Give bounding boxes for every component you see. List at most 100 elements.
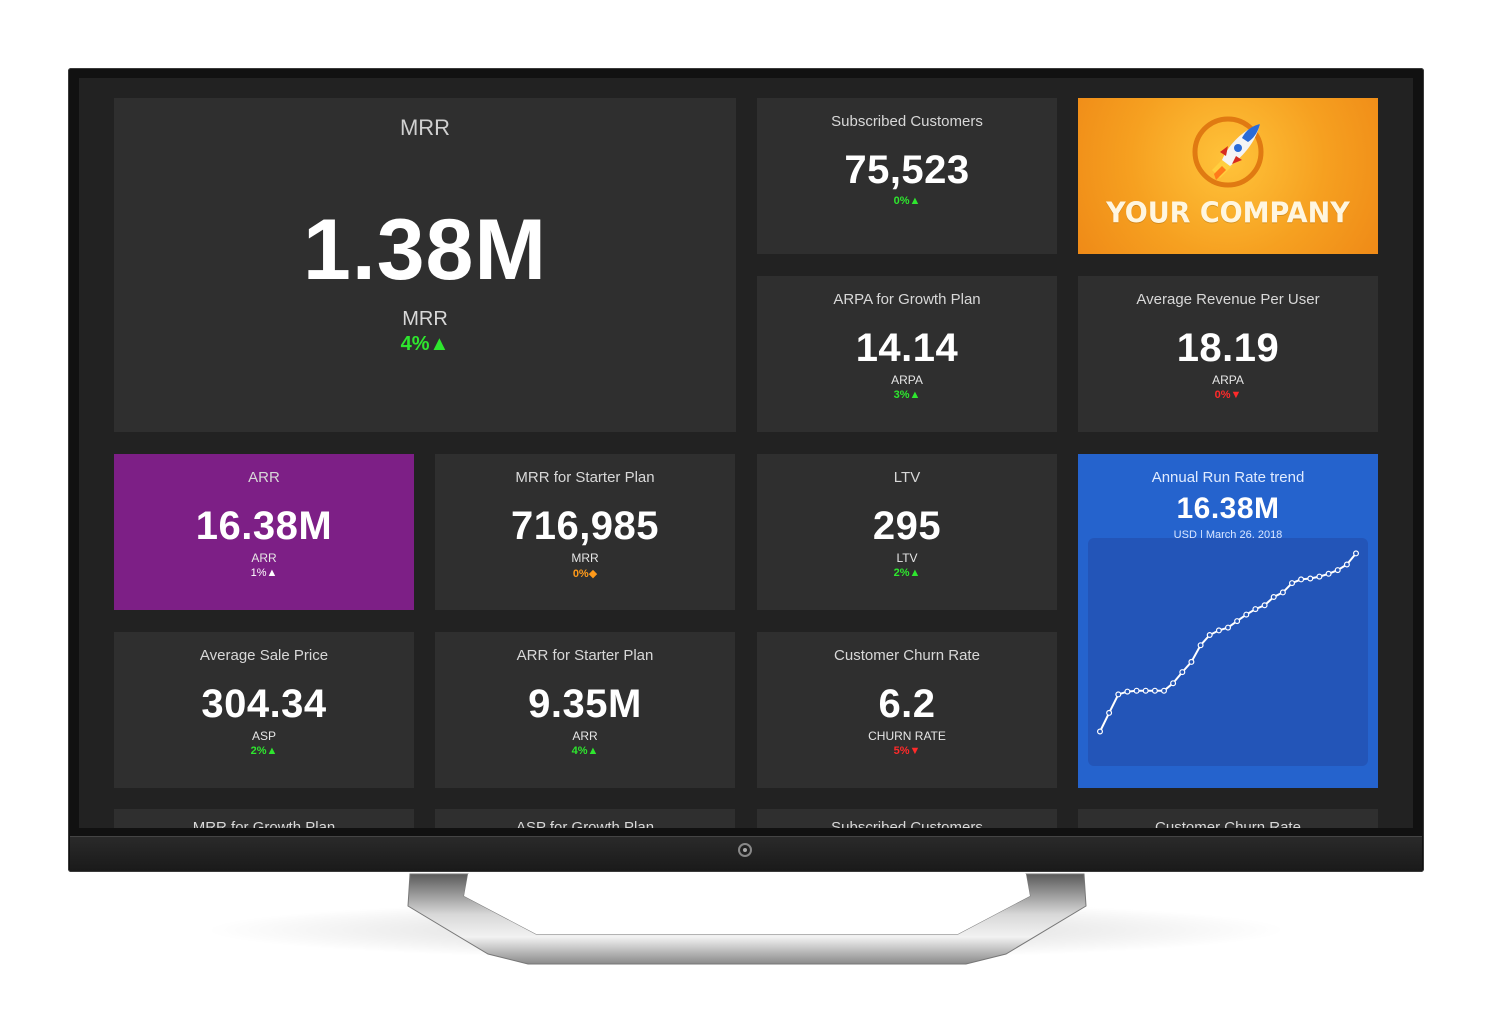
data-point [1243,611,1250,618]
tile-change: 0%◆ [572,568,598,580]
data-point [1124,688,1131,695]
data-point [1197,642,1204,649]
tile-title: Subscribed Customers [831,819,983,828]
data-point [1298,576,1305,583]
data-point [1252,606,1259,613]
triangle-up-icon: ▲ [909,567,921,579]
tile-value: 16.38M [1176,492,1280,525]
tile-average-revenue-per-user[interactable]: Average Revenue Per User 18.19 ARPA 0%▼ [1078,276,1378,432]
tile-label: ARPA [1212,373,1244,387]
tile-value: 9.35M [528,682,642,726]
triangle-up-icon: ▲ [266,745,278,757]
tile-mrr-starter-plan[interactable]: MRR for Starter Plan 716,985 MRR 0%◆ [435,454,735,610]
tile-title: ARR for Starter Plan [516,647,654,664]
tile-change: 5%▼ [893,745,921,757]
tile-change: 2%▲ [250,745,278,757]
tile-mrr-growth-plan[interactable]: MRR for Growth Plan [114,809,414,828]
tile-title: Customer Churn Rate [834,647,980,664]
data-point [1270,593,1277,600]
data-point [1097,728,1104,735]
trend-line-chart [1097,550,1360,735]
data-point [1215,627,1222,634]
tile-arpa-growth-plan[interactable]: ARPA for Growth Plan 14.14 ARPA 3%▲ [757,276,1057,432]
data-point [1316,573,1323,580]
tile-value: 304.34 [201,682,327,726]
tile-value: 716,985 [510,504,660,548]
data-point [1279,589,1286,596]
data-point [1179,669,1186,676]
data-point [1353,550,1360,557]
tile-label: ARR [572,729,598,743]
tile-arr-starter-plan[interactable]: ARR for Starter Plan 9.35M ARR 4%▲ [435,632,735,788]
tile-title: ARR [248,469,280,486]
tile-average-sale-price[interactable]: Average Sale Price 304.34 ASP 2%▲ [114,632,414,788]
tile-value: 14.14 [855,326,959,370]
tile-title: MRR for Starter Plan [515,469,655,486]
tile-mrr[interactable]: MRR 1.38M MRR 4%▲ [114,98,736,432]
tile-change: 1%▲ [250,567,278,579]
tile-annual-run-rate-trend[interactable]: Annual Run Rate trend 16.38M USD | March… [1078,454,1378,788]
series-line [1099,552,1357,732]
tile-change: 4%▲ [400,333,450,355]
tile-value: 1.38M [302,202,548,298]
data-point [1334,567,1341,574]
tile-label: LTV [896,551,918,565]
tile-subscribed-customers-2[interactable]: Subscribed Customers [757,809,1057,828]
diamond-icon: ◆ [588,568,598,580]
triangle-up-icon: ▲ [909,389,921,401]
dashboard-screen: MRR 1.38M MRR 4%▲ Subscribed Customers 7… [79,78,1413,828]
data-point [1307,575,1314,582]
data-point [1206,631,1213,638]
tile-label: ASP [251,729,276,743]
data-point [1234,618,1241,625]
tile-title: LTV [893,469,921,486]
tile-title: MRR [399,115,451,140]
tile-subscribed-customers[interactable]: Subscribed Customers 75,523 0%▲ [757,98,1057,254]
tile-title: Subscribed Customers [831,113,983,130]
tile-title: Annual Run Rate trend [1151,469,1305,486]
tile-change: 0%▲ [893,195,921,207]
tile-customer-churn-rate-2[interactable]: Customer Churn Rate [1078,809,1378,828]
tile-value: 6.2 [878,682,936,726]
data-point [1261,602,1268,609]
power-button-icon[interactable] [738,843,752,857]
tile-label: ARPA [891,373,923,387]
triangle-down-icon: ▼ [909,745,921,757]
triangle-up-icon: ▲ [429,333,450,355]
tile-asp-growth-plan[interactable]: ASP for Growth Plan [435,809,735,828]
data-point [1106,709,1113,716]
tile-value: 18.19 [1176,326,1280,370]
data-point [1151,687,1158,694]
tile-company-logo: YOUR COMPANY [1078,98,1378,254]
tile-title: Customer Churn Rate [1155,819,1301,828]
data-point [1325,570,1332,577]
tile-change: 0%▼ [1214,389,1242,401]
tile-value: 75,523 [844,148,970,192]
tile-change: 4%▲ [571,745,599,757]
data-point [1160,687,1167,694]
tile-title: Average Revenue Per User [1136,291,1320,308]
triangle-down-icon: ▼ [1230,389,1242,401]
tile-title: MRR for Growth Plan [192,819,336,828]
trend-chart-area [1088,538,1368,766]
triangle-up-icon: ▲ [587,745,599,757]
tile-title: Average Sale Price [199,647,329,664]
tile-value: 295 [872,504,942,548]
data-point [1343,561,1350,568]
tile-arr[interactable]: ARR 16.38M ARR 1%▲ [114,454,414,610]
tile-label: MRR [571,551,599,565]
tile-label: ARR [251,551,277,565]
tile-change: 3%▲ [893,389,921,401]
tile-title: ASP for Growth Plan [515,819,655,828]
data-point [1225,624,1232,631]
tile-customer-churn-rate[interactable]: Customer Churn Rate 6.2 CHURN RATE 5%▼ [757,632,1057,788]
company-name: YOUR COMPANY [1106,197,1350,230]
data-point [1133,687,1140,694]
rocket-icon [1192,116,1264,188]
triangle-up-icon: ▲ [909,195,921,207]
tile-label: CHURN RATE [868,729,946,743]
tile-ltv[interactable]: LTV 295 LTV 2%▲ [757,454,1057,610]
tile-change: 2%▲ [893,567,921,579]
data-point [1170,680,1177,687]
tv-stand [407,873,1087,965]
